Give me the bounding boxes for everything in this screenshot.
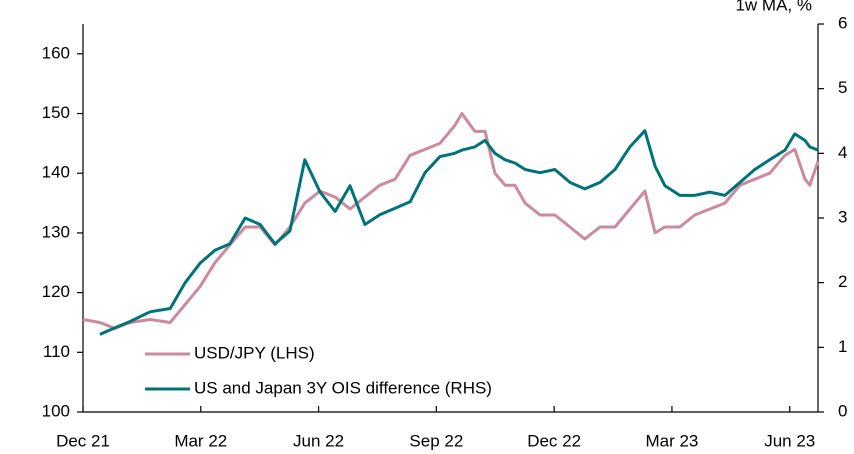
y-tick-label: 160 [42, 43, 70, 62]
legend-label: USD/JPY (LHS) [194, 343, 315, 362]
legend-label: US and Japan 3Y OIS difference (RHS) [194, 378, 492, 397]
x-tick-label: Sep 22 [409, 431, 463, 450]
y-tick-label: 100 [42, 401, 70, 420]
series-line [99, 129, 819, 336]
x-tick-label: Mar 23 [645, 431, 698, 450]
y-tick-label: 130 [42, 222, 70, 241]
y-tick-label: 120 [42, 282, 70, 301]
y2-tick-label: 4 [838, 143, 847, 162]
y2-tick-label: 1 [838, 337, 847, 356]
y2-tick-label: 5 [838, 78, 847, 97]
y-tick-label: 140 [42, 163, 70, 182]
x-tick-label: Mar 22 [174, 431, 227, 450]
y-tick-label: 150 [42, 103, 70, 122]
series-line [82, 112, 820, 330]
y2-axis-label: 1w MA, % [735, 0, 812, 14]
x-tick-label: Jun 22 [293, 431, 344, 450]
x-tick-label: Dec 22 [527, 431, 581, 450]
y2-tick-label: 3 [838, 207, 847, 226]
y-tick-label: 110 [43, 342, 70, 361]
y2-tick-label: 0 [838, 401, 847, 420]
x-tick-label: Jun 23 [764, 431, 815, 450]
y2-tick-label: 6 [838, 13, 847, 32]
y2-tick-label: 2 [838, 272, 847, 291]
x-tick-label: Dec 21 [56, 431, 110, 450]
